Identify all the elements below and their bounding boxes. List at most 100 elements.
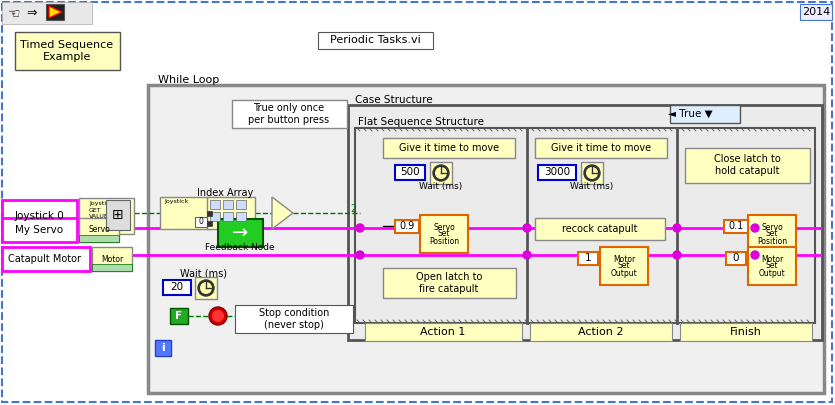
Text: Joystick: Joystick xyxy=(89,202,114,207)
Text: Stop condition
(never stop): Stop condition (never stop) xyxy=(259,308,329,330)
Bar xyxy=(223,212,233,221)
Text: Joystick 0: Joystick 0 xyxy=(14,211,63,221)
Polygon shape xyxy=(49,6,62,18)
Circle shape xyxy=(673,224,681,232)
Text: Timed Sequence
Example: Timed Sequence Example xyxy=(20,40,114,62)
Circle shape xyxy=(751,224,759,232)
Text: Position: Position xyxy=(757,237,787,245)
Text: Wait (ms): Wait (ms) xyxy=(570,181,614,190)
Bar xyxy=(2,2,92,24)
Text: Servo: Servo xyxy=(89,226,110,234)
Text: →: → xyxy=(232,224,248,243)
Bar xyxy=(148,85,824,393)
Text: Position: Position xyxy=(429,237,459,245)
Text: Servo: Servo xyxy=(433,222,455,232)
Bar xyxy=(195,277,217,299)
Bar xyxy=(210,200,220,209)
Bar xyxy=(163,280,191,295)
Bar xyxy=(535,218,665,240)
Bar xyxy=(207,211,212,216)
Bar xyxy=(578,252,598,265)
Text: While Loop: While Loop xyxy=(158,75,220,85)
Bar xyxy=(207,221,212,226)
Text: Set: Set xyxy=(618,262,630,271)
Bar xyxy=(748,215,796,253)
Text: F: F xyxy=(175,311,183,321)
Bar xyxy=(207,197,255,229)
Text: Output: Output xyxy=(610,269,637,277)
Polygon shape xyxy=(272,197,293,229)
Text: 20: 20 xyxy=(170,282,184,292)
Bar xyxy=(726,252,746,265)
Text: 500: 500 xyxy=(400,167,420,177)
Bar xyxy=(581,162,603,184)
Text: Motor: Motor xyxy=(613,254,635,264)
Bar xyxy=(232,100,347,128)
Bar xyxy=(235,305,353,333)
Text: Periodic Tasks.vi: Periodic Tasks.vi xyxy=(330,35,420,45)
Text: 2014: 2014 xyxy=(802,7,830,17)
Text: Output: Output xyxy=(759,269,786,277)
Circle shape xyxy=(356,251,364,259)
Text: Set: Set xyxy=(766,230,778,239)
Bar xyxy=(600,247,648,285)
Text: 2: 2 xyxy=(350,204,356,214)
Bar xyxy=(800,4,832,20)
Bar xyxy=(155,340,171,356)
Text: Finish: Finish xyxy=(730,327,762,337)
Bar xyxy=(420,215,468,253)
Text: Open latch to
fire catapult: Open latch to fire catapult xyxy=(416,272,482,294)
Bar xyxy=(383,268,516,298)
Bar xyxy=(724,220,748,233)
Text: Give it time to move: Give it time to move xyxy=(399,143,499,153)
Bar xyxy=(670,105,740,123)
Bar xyxy=(92,264,132,271)
Bar xyxy=(530,323,672,341)
Circle shape xyxy=(356,224,364,232)
Text: Action 1: Action 1 xyxy=(420,327,466,337)
Text: Servo: Servo xyxy=(762,222,783,232)
Text: 3000: 3000 xyxy=(544,167,570,177)
Text: 1: 1 xyxy=(584,253,591,263)
Bar xyxy=(236,200,246,209)
Bar xyxy=(195,217,207,227)
Text: Close latch to
hold catapult: Close latch to hold catapult xyxy=(714,154,781,176)
Bar xyxy=(685,148,810,183)
Bar xyxy=(355,128,815,323)
Circle shape xyxy=(198,280,214,296)
Text: 0.9: 0.9 xyxy=(399,221,415,231)
Bar xyxy=(535,138,667,158)
Bar xyxy=(15,32,120,70)
Bar xyxy=(2,200,77,232)
Text: True only once
per button press: True only once per button press xyxy=(249,103,330,125)
Text: ⇒: ⇒ xyxy=(27,6,38,19)
Bar xyxy=(395,220,419,233)
Text: 0: 0 xyxy=(733,253,739,263)
Bar xyxy=(538,165,576,180)
Text: Wait (ms): Wait (ms) xyxy=(419,181,463,190)
Text: My Servo: My Servo xyxy=(15,225,63,235)
Text: ⊞: ⊞ xyxy=(112,208,124,222)
Text: Flat Sequence Structure: Flat Sequence Structure xyxy=(358,117,484,127)
Bar xyxy=(92,247,132,271)
Text: Set: Set xyxy=(766,262,778,271)
Text: recock catapult: recock catapult xyxy=(562,224,638,234)
Bar xyxy=(79,218,119,242)
Circle shape xyxy=(751,251,759,259)
Circle shape xyxy=(584,165,600,181)
Bar xyxy=(2,247,90,271)
Circle shape xyxy=(523,251,531,259)
Bar xyxy=(318,32,433,49)
Bar xyxy=(236,212,246,221)
Bar xyxy=(748,247,796,285)
Circle shape xyxy=(209,307,227,325)
Circle shape xyxy=(200,282,212,294)
Text: Motor: Motor xyxy=(101,254,123,264)
Text: Feedback Node: Feedback Node xyxy=(205,243,275,252)
Bar xyxy=(348,105,822,340)
Bar xyxy=(170,308,188,324)
Bar xyxy=(218,219,263,247)
Text: Catapult Motor: Catapult Motor xyxy=(8,254,82,264)
Bar xyxy=(680,323,812,341)
Bar xyxy=(395,165,425,180)
